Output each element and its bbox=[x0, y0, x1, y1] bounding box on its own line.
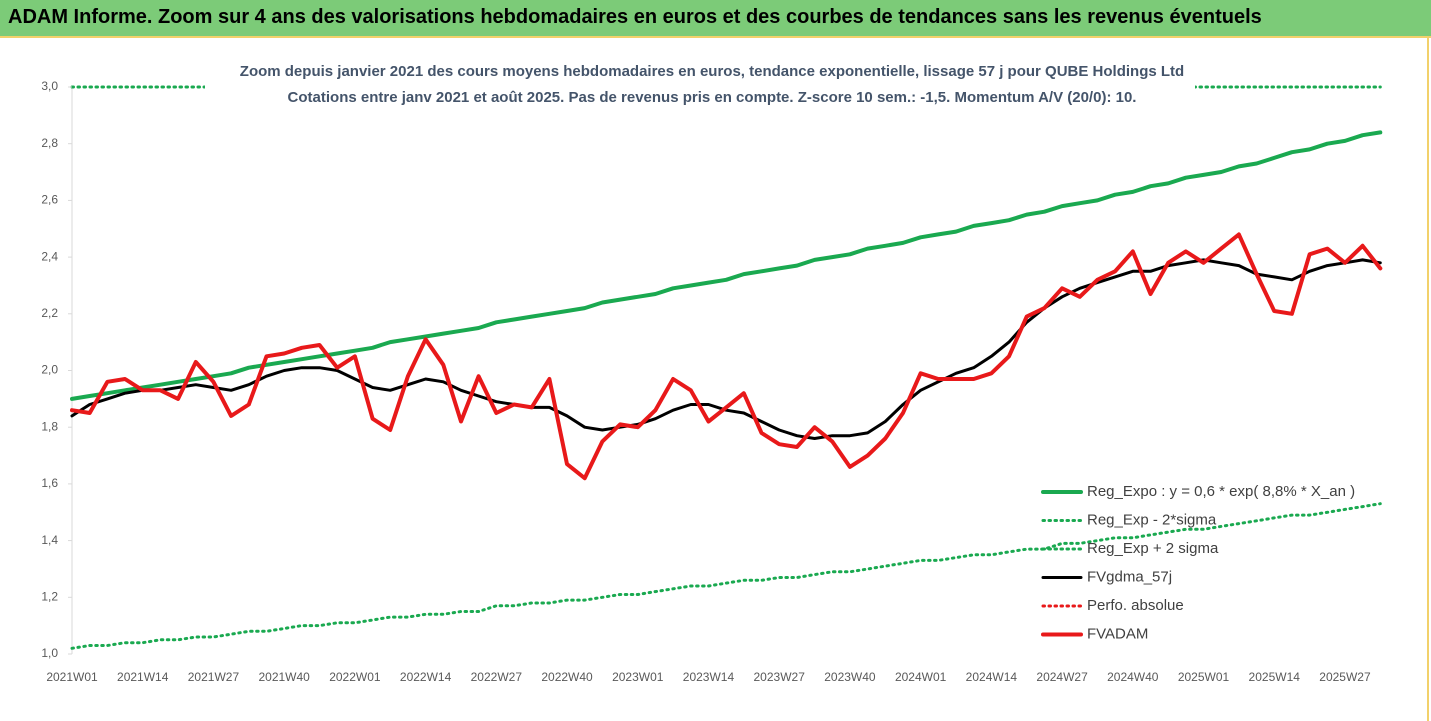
series-line bbox=[70, 258, 1382, 440]
y-tick-label: 2,2 bbox=[41, 306, 58, 320]
x-tick-label: 2023W01 bbox=[612, 670, 664, 684]
x-tick-label: 2024W14 bbox=[966, 670, 1018, 684]
x-tick-label: 2024W27 bbox=[1036, 670, 1088, 684]
series-line bbox=[70, 232, 1383, 481]
x-tick-label: 2023W14 bbox=[683, 670, 735, 684]
y-tick-label: 3,0 bbox=[41, 79, 58, 93]
x-tick-label: 2025W27 bbox=[1319, 670, 1371, 684]
y-tick-label: 1,6 bbox=[41, 476, 58, 490]
header-title: ADAM Informe. Zoom sur 4 ans des valoris… bbox=[8, 6, 1262, 28]
x-tick-label: 2025W01 bbox=[1178, 670, 1230, 684]
x-tick-label: 2024W01 bbox=[895, 670, 947, 684]
chart: Zoom depuis janvier 2021 des cours moyen… bbox=[0, 38, 1431, 721]
legend-label: Perfo. absolue bbox=[1087, 597, 1184, 614]
x-tick-label: 2025W14 bbox=[1249, 670, 1301, 684]
x-tick-label: 2023W40 bbox=[824, 670, 876, 684]
legend-label: FVADAM bbox=[1087, 625, 1148, 642]
x-tick-label: 2022W27 bbox=[471, 670, 523, 684]
series-line bbox=[70, 130, 1383, 401]
y-tick-label: 2,4 bbox=[41, 249, 58, 263]
x-tick-label: 2021W27 bbox=[188, 670, 240, 684]
y-tick-label: 2,0 bbox=[41, 363, 58, 377]
chart-background bbox=[0, 38, 1431, 721]
x-tick-label: 2021W14 bbox=[117, 670, 169, 684]
x-tick-label: 2023W27 bbox=[754, 670, 806, 684]
y-tick-label: 1,8 bbox=[41, 419, 58, 433]
y-tick-label: 2,6 bbox=[41, 193, 58, 207]
x-tick-label: 2021W01 bbox=[46, 670, 98, 684]
y-tick-label: 1,4 bbox=[41, 533, 58, 547]
legend-label: Reg_Expo : y = 0,6 * exp( 8,8% * X_an ) bbox=[1087, 483, 1355, 500]
x-tick-label: 2022W40 bbox=[541, 670, 593, 684]
y-tick-label: 1,0 bbox=[41, 646, 58, 660]
series-line bbox=[70, 502, 1382, 650]
x-tick-label: 2024W40 bbox=[1107, 670, 1159, 684]
title-box bbox=[205, 56, 1195, 102]
header-bar: ADAM Informe. Zoom sur 4 ans des valoris… bbox=[0, 0, 1431, 38]
x-tick-label: 2022W14 bbox=[400, 670, 452, 684]
chart-subtitle: Cotations entre janv 2021 et août 2025. … bbox=[288, 89, 1137, 106]
y-tick-label: 2,8 bbox=[41, 136, 58, 150]
legend-label: FVgdma_57j bbox=[1087, 568, 1172, 585]
chart-title: Zoom depuis janvier 2021 des cours moyen… bbox=[240, 63, 1184, 80]
legend-label: Reg_Exp - 2*sigma bbox=[1087, 511, 1217, 528]
legend-label: Reg_Exp + 2 sigma bbox=[1087, 540, 1219, 557]
x-tick-label: 2022W01 bbox=[329, 670, 381, 684]
x-tick-label: 2021W40 bbox=[258, 670, 310, 684]
y-tick-label: 1,2 bbox=[41, 589, 58, 603]
